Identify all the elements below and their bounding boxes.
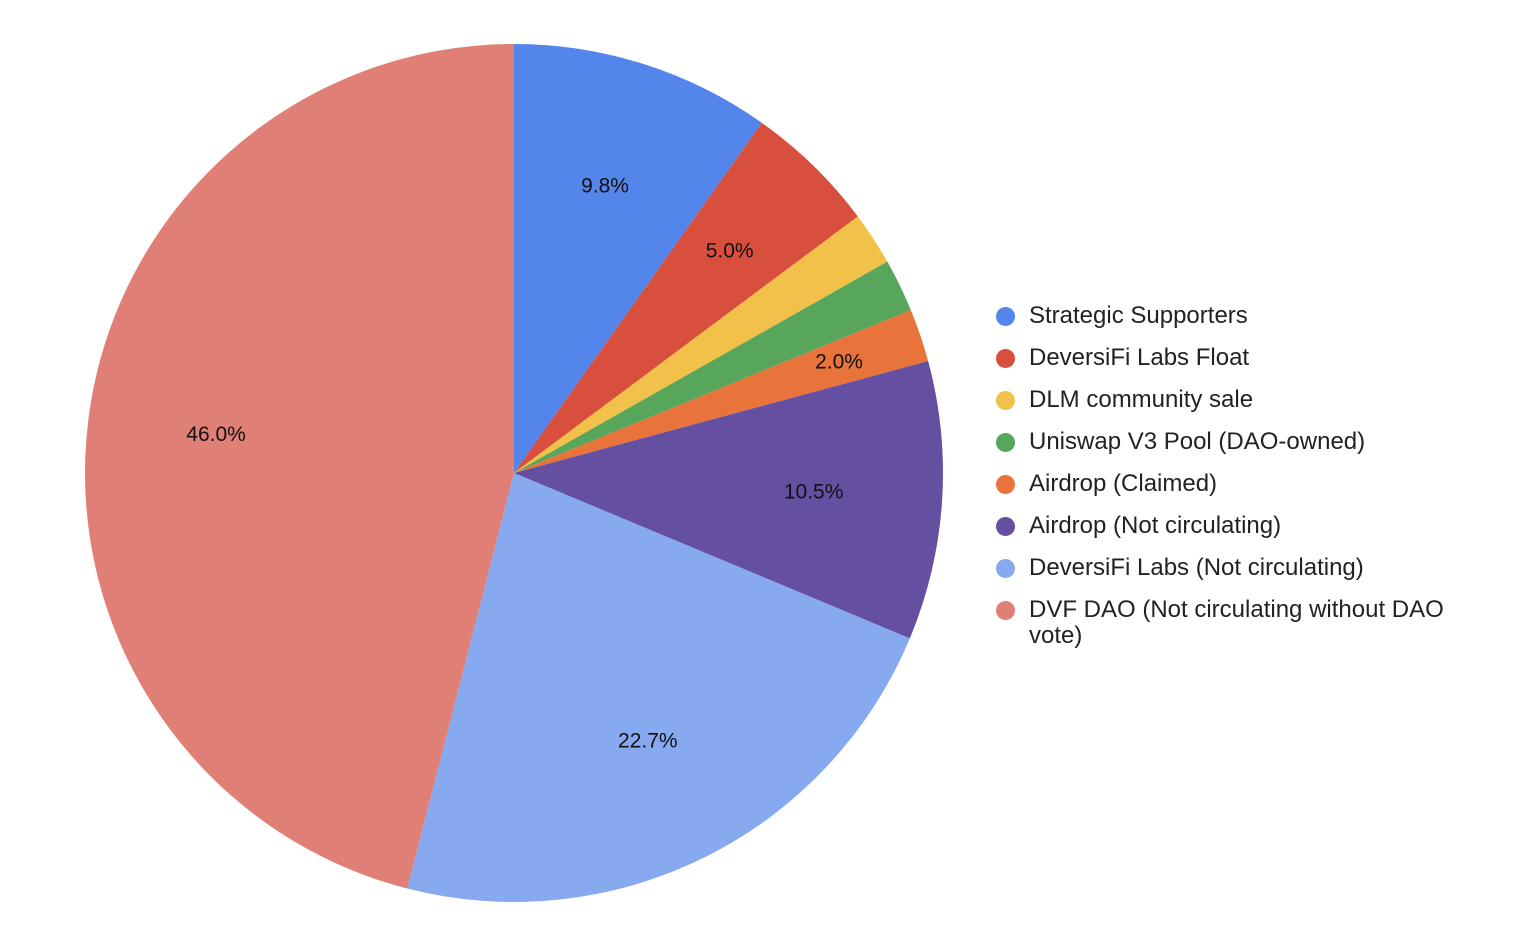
pie-slice-6 [407, 473, 910, 902]
pie-slice-3 [514, 261, 911, 473]
slice-label-0: 9.8% [581, 174, 629, 197]
slice-label-4: 2.0% [815, 350, 863, 373]
legend-label: DLM community sale [1029, 386, 1254, 413]
legend-swatch-icon [996, 349, 1015, 368]
legend-label: DeversiFi Labs Float [1029, 344, 1250, 371]
legend-label: Strategic Supporters [1029, 302, 1248, 329]
legend-item: DeversiFi Labs Float [996, 345, 1516, 371]
chart-legend: Strategic Supporters DeversiFi Labs Float… [996, 303, 1516, 665]
legend-item: Uniswap V3 Pool (DAO-owned) [996, 429, 1516, 455]
pie-slice-2 [514, 216, 888, 473]
legend-item: Airdrop (Claimed) [996, 471, 1516, 497]
legend-swatch-icon [996, 601, 1015, 620]
slice-label-5: 10.5% [784, 480, 844, 503]
legend-label: DeversiFi Labs (Not circulating) [1029, 554, 1364, 581]
slice-label-6: 22.7% [618, 729, 678, 752]
legend-label: Airdrop (Not circulating) [1029, 512, 1282, 539]
legend-item: Strategic Supporters [996, 303, 1516, 329]
pie-slice-5 [514, 361, 943, 639]
legend-label: DVF DAO (Not circulating without DAO vot… [1029, 596, 1444, 649]
legend-swatch-icon [996, 517, 1015, 536]
pie-slice-0 [514, 44, 762, 473]
legend-swatch-icon [996, 391, 1015, 410]
legend-item: Airdrop (Not circulating) [996, 513, 1516, 539]
legend-swatch-icon [996, 433, 1015, 452]
pie-slices [85, 44, 943, 902]
legend-swatch-icon [996, 307, 1015, 326]
legend-swatch-icon [996, 559, 1015, 578]
pie-slice-labels: 9.8% 5.0% 2.0% 10.5% 22.7% 46.0% [186, 174, 863, 752]
pie-slice-1 [514, 122, 858, 473]
legend-item: DeversiFi Labs (Not circulating) [996, 555, 1516, 581]
legend-item: DVF DAO (Not circulating without DAO vot… [996, 597, 1516, 649]
pie-slice-4 [514, 310, 929, 473]
legend-swatch-icon [996, 475, 1015, 494]
slice-label-7: 46.0% [186, 423, 246, 446]
pie-slice-7 [85, 44, 514, 889]
slice-label-1: 5.0% [706, 239, 754, 262]
legend-label: Airdrop (Claimed) [1029, 470, 1218, 497]
legend-label: Uniswap V3 Pool (DAO-owned) [1029, 428, 1366, 455]
legend-item: DLM community sale [996, 387, 1516, 413]
